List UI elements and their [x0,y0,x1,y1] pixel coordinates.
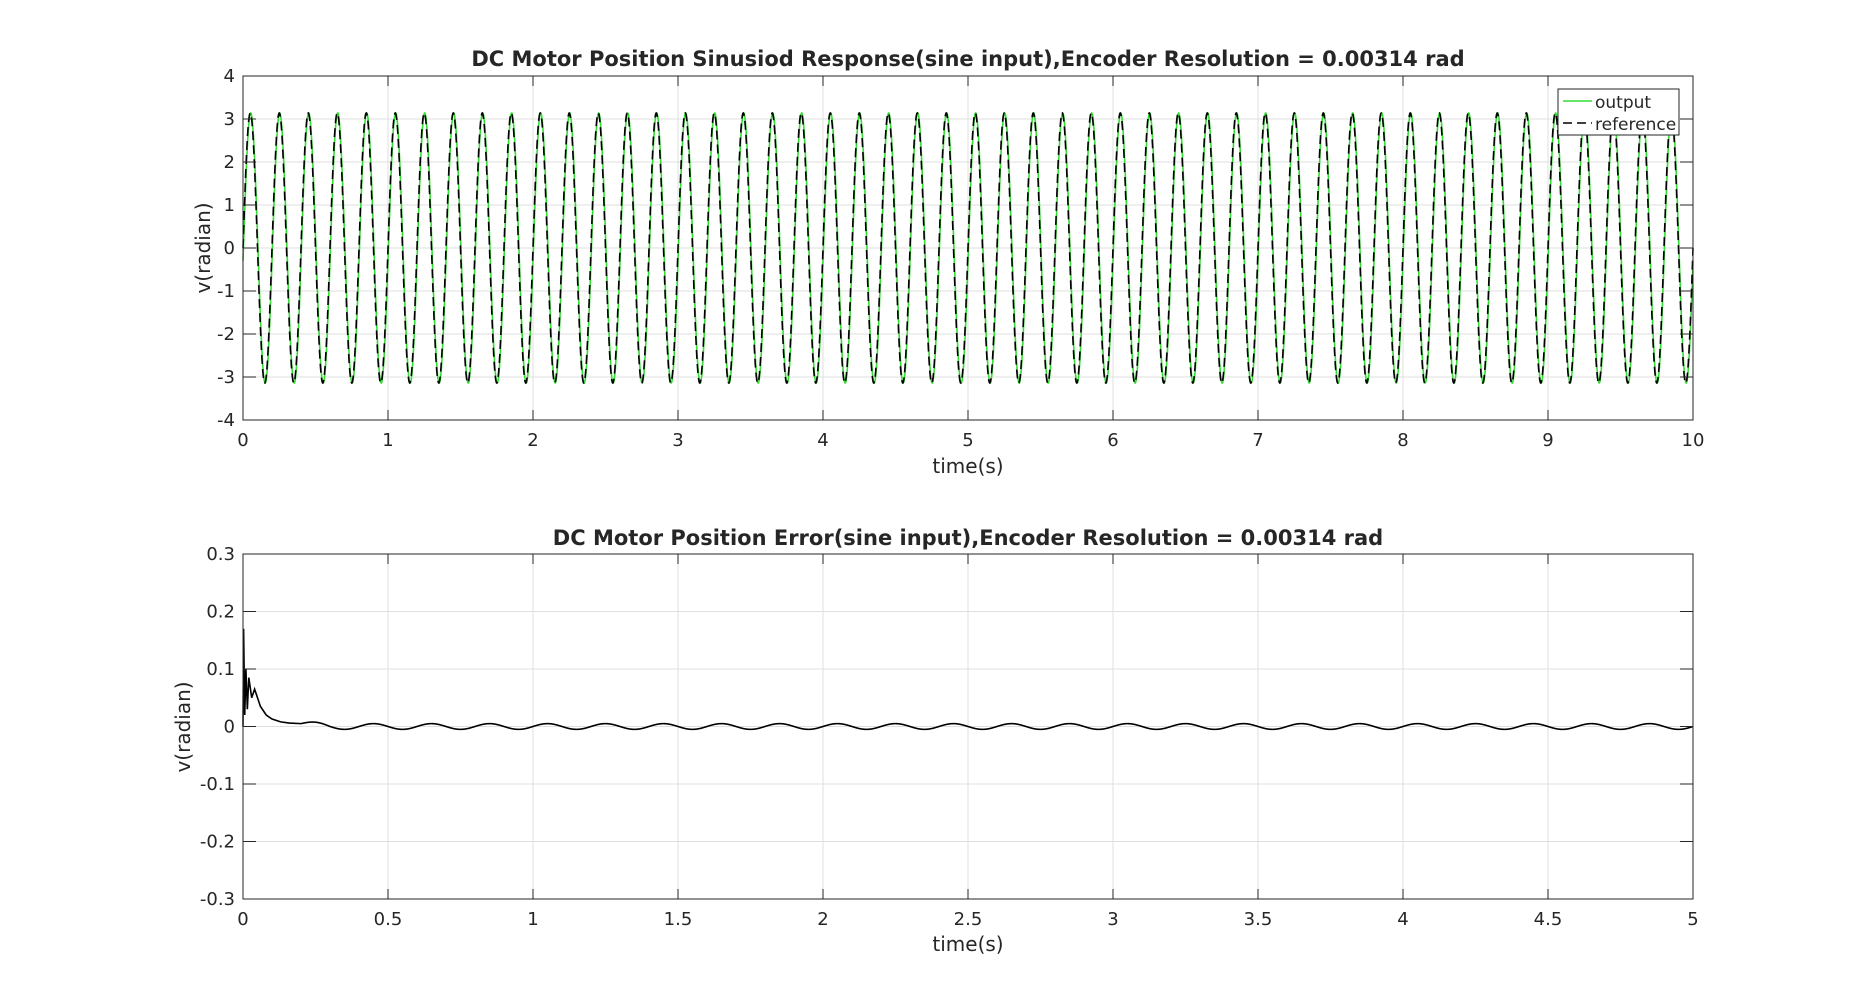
response-chart-title: DC Motor Position Sinusiod Response(sine… [471,47,1464,71]
error-subplot: 0 0.5 1 1.5 2 2.5 3 3.5 4 4.5 5 0.3 0.2 0.1 0 -0.1 -0.2 -… [171,526,1699,956]
error-x-tick-label: 2.5 [954,909,983,930]
response-y-tick-label: -4 [217,410,235,431]
response-series-line-reference [242,111,1694,385]
error-x-tick-label: 4 [1397,909,1408,930]
error-series [242,628,1694,731]
response-y-tick-label: 0 [224,238,235,259]
response-x-axis-label: time(s) [932,454,1003,478]
error-chart-title: DC Motor Position Error(sine input),Enco… [553,526,1383,550]
error-y-tick-label: -0.2 [200,832,235,853]
error-y-tick-label: 0.3 [206,544,235,565]
response-x-tick-label: 10 [1682,430,1705,451]
error-y-tick-label: -0.1 [200,774,235,795]
error-x-tick-label: 0 [237,909,248,930]
error-y-tick-label: -0.3 [200,889,235,910]
error-x-tick-label: 0.5 [374,909,403,930]
error-y-axis-label: v(radian) [171,681,195,772]
response-x-tick-label: 4 [817,430,828,451]
response-legend: output reference [1557,88,1680,136]
response-x-tick-label: 2 [527,430,538,451]
response-y-tick-label: -1 [217,281,235,302]
response-x-tick-label: 8 [1397,430,1408,451]
response-x-tick-label: 6 [1107,430,1118,451]
error-x-tick-label: 5 [1687,909,1698,930]
response-x-tick-label: 9 [1542,430,1553,451]
legend-output-label: output [1595,93,1651,113]
response-y-tick-label: -3 [217,367,235,388]
response-y-tick-label: 1 [224,195,235,216]
response-x-tick-label: 5 [962,430,973,451]
error-x-tick-label: 3 [1107,909,1118,930]
legend-box [1557,88,1680,136]
response-x-tick-label: 1 [382,430,393,451]
response-y-tick-label: 2 [224,152,235,173]
response-y-axis-label: v(radian) [191,202,215,293]
error-series-line-0 [242,628,1694,731]
error-x-tick-label: 1.5 [664,909,693,930]
response-x-tick-label: 7 [1252,430,1263,451]
response-series [242,111,1694,385]
error-ticks: 0 0.5 1 1.5 2 2.5 3 3.5 4 4.5 5 0.3 0.2 0.1 0 -0.1 -0.2 -… [200,544,1699,930]
error-x-tick-label: 1 [527,909,538,930]
error-x-axis-label: time(s) [932,932,1003,956]
error-x-tick-label: 2 [817,909,828,930]
response-y-tick-label: 3 [224,109,235,130]
response-x-tick-label: 3 [672,430,683,451]
error-y-tick-label: 0.1 [206,659,235,680]
error-y-tick-label: 0 [224,717,235,738]
response-y-tick-label: -2 [217,324,235,345]
error-y-tick-label: 0.2 [206,602,235,623]
response-y-tick-label: 4 [224,66,235,87]
legend-reference-label: reference [1595,115,1676,135]
error-x-tick-label: 4.5 [1534,909,1563,930]
error-x-tick-label: 3.5 [1244,909,1273,930]
response-x-tick-label: 0 [237,430,248,451]
